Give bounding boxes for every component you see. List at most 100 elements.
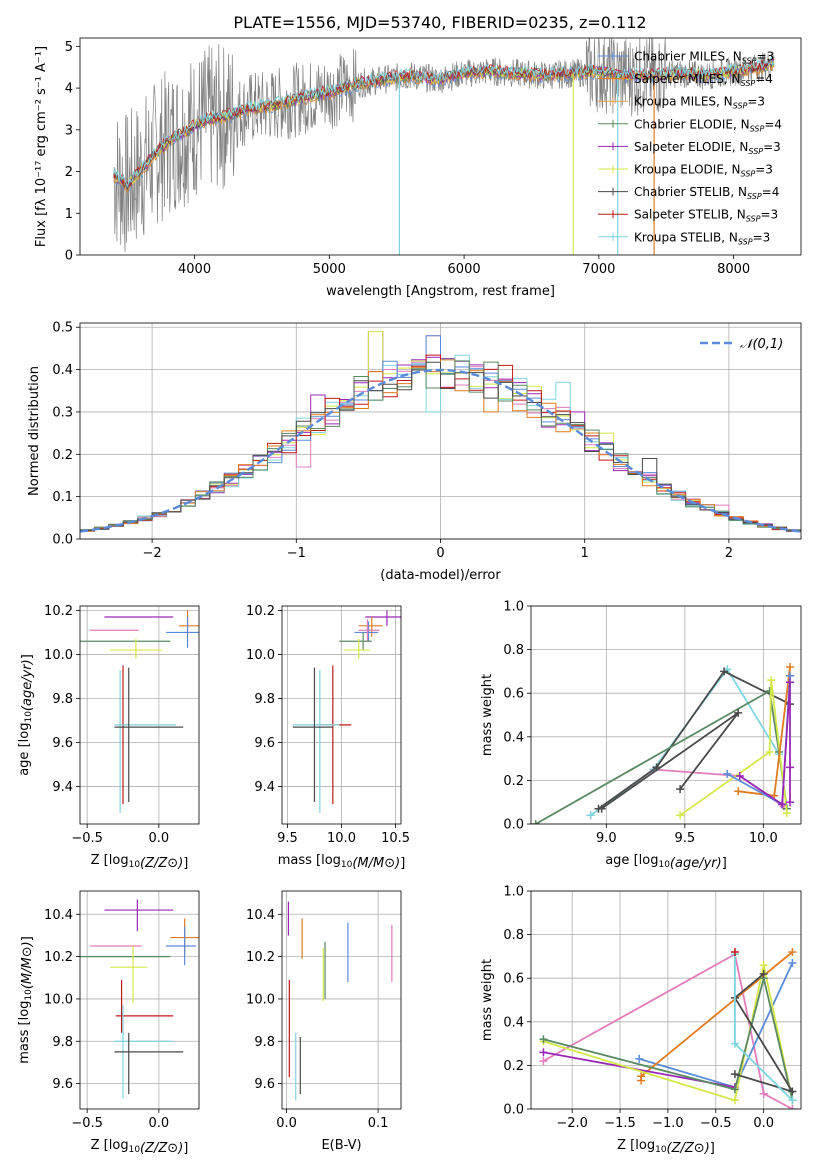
axes-frame — [281, 605, 402, 825]
tick-label-x: 1 — [581, 546, 589, 561]
tick-label-y: 0.8 — [503, 928, 524, 943]
plot-area — [80, 331, 801, 533]
tick-label-x: 10.5 — [381, 831, 410, 846]
spectrum-model-8 — [113, 56, 775, 188]
tick-label-y: 9.6 — [52, 1077, 73, 1092]
tick-label-y: 10.0 — [44, 992, 73, 1007]
tick-label-y: 0.2 — [503, 1059, 524, 1074]
weight-point — [730, 1039, 739, 1048]
tick-label-y: 5 — [65, 40, 73, 55]
tick-label-y: 10.0 — [44, 648, 73, 663]
weight-point — [735, 772, 744, 781]
panel-residuals: −2 −1 0 1 2 0.0 0.1 0.2 0.3 0.4 0.5 𝒩(0,1) (data-mod… — [27, 321, 802, 583]
tick-label-x: 2 — [725, 546, 733, 561]
tick-label-y: 9.8 — [254, 692, 275, 707]
axes-frame — [79, 37, 802, 256]
tick-label-y: 0.4 — [52, 363, 73, 378]
weight-point — [788, 1087, 797, 1096]
tick-label-x: −0.5 — [71, 1116, 103, 1131]
axes-frame — [79, 322, 802, 540]
weight-point — [730, 948, 739, 957]
legend-label: Salpeter STELIB, NSSP=3 — [634, 208, 778, 224]
plot-area — [113, 38, 775, 255]
weight-point — [720, 667, 729, 676]
tick-label-x: 9.5 — [277, 831, 298, 846]
tick-label-x: −2 — [143, 546, 162, 561]
panel-mass-EBV: 0.0 0.1 9.6 9.8 10.0 10.2 10.4 E(B-V) — [246, 890, 402, 1153]
axes-frame — [79, 605, 200, 825]
plot-area — [539, 948, 797, 1109]
x-axis-label: wavelength [Angstrom, rest frame] — [326, 284, 555, 299]
weight-point — [786, 663, 795, 672]
tick-label-y: 0.4 — [503, 1015, 524, 1030]
panel-age-mass: 9.5 10.0 10.5 9.4 9.6 9.8 10.0 10.2 mass [log10(… — [246, 604, 410, 871]
axes-frame — [79, 890, 200, 1110]
tick-label-x: 10.0 — [327, 831, 356, 846]
tick-label-y: 0.4 — [503, 730, 524, 745]
legend-label: Chabrier MILES, NSSP=3 — [634, 50, 774, 66]
tick-label-y: 0.0 — [52, 533, 73, 548]
plot-area — [80, 899, 199, 1099]
panels: 4000 5000 6000 7000 8000 0 1 2 3 4 5 Chabrier MILES… — [17, 37, 802, 1156]
weight-point — [539, 1035, 548, 1044]
plot-area — [287, 901, 393, 1101]
weight-point — [788, 958, 797, 967]
tick-label-x: 0.0 — [149, 1116, 170, 1131]
tick-label-y: 10.4 — [44, 908, 73, 923]
tick-label-x: −1.5 — [604, 1116, 636, 1131]
tick-label-y: 9.4 — [254, 780, 275, 795]
panel-weight-age: 9.0 9.5 10.0 0.0 0.2 0.4 0.6 0.8 1.0 age [log10(a… — [480, 600, 802, 871]
tick-label-y: 0 — [65, 249, 73, 264]
tick-label-y: 3 — [65, 123, 73, 138]
panel-weight-Z: −2.0 −1.5 −1.0 −0.5 0.0 0.0 0.2 0.4 0.6 0.8 1.0 Z [… — [480, 885, 802, 1156]
tick-label-x: 0.1 — [368, 1116, 389, 1131]
x-axis-label: mass [log10(M/M⊙)] — [278, 853, 406, 871]
weight-point — [730, 1096, 739, 1105]
tick-label-x: −1 — [287, 546, 306, 561]
tick-label-y: 0.3 — [52, 405, 73, 420]
x-axis-label: (data-model)/error — [380, 568, 501, 583]
plot-area — [531, 663, 795, 824]
legend-label: Salpeter MILES, NSSP=4 — [634, 72, 773, 88]
tick-label-x: −2.0 — [556, 1116, 588, 1131]
axes-frame — [281, 890, 402, 1110]
weight-point — [786, 678, 795, 687]
tick-label-y: 9.6 — [254, 736, 275, 751]
weight-point — [734, 787, 743, 796]
plot-area — [80, 610, 199, 813]
weight-series — [733, 973, 795, 1094]
weight-series — [739, 682, 791, 807]
y-axis-label: age [log10(age/yr)] — [17, 654, 35, 776]
tick-label-y: 1 — [65, 207, 73, 222]
weight-point — [635, 1054, 644, 1063]
y-axis-label: mass [log10(M/M⊙)] — [17, 936, 35, 1064]
tick-label-y: 10.4 — [246, 908, 275, 923]
tick-label-y: 9.8 — [52, 1035, 73, 1050]
plot-area — [292, 610, 401, 813]
tick-label-y: 1.0 — [503, 600, 524, 615]
tick-label-y: 10.0 — [246, 648, 275, 663]
tick-label-x: 0.0 — [753, 1116, 774, 1131]
tick-label-y: 0.8 — [503, 643, 524, 658]
weight-point — [782, 809, 791, 818]
tick-label-x: 0.0 — [276, 1116, 297, 1131]
tick-label-x: 6000 — [448, 262, 481, 277]
tick-label-x: −0.5 — [700, 1116, 732, 1131]
tick-label-x: 8000 — [717, 262, 750, 277]
weight-point — [759, 1089, 768, 1098]
weight-point — [539, 1048, 548, 1057]
histogram-series — [80, 361, 801, 532]
tick-label-y: 10.0 — [246, 992, 275, 1007]
x-axis-label: Z [log10(Z/Z⊙)] — [91, 853, 189, 871]
legend-label: Chabrier STELIB, NSSP=4 — [634, 185, 779, 201]
spectrum-observed — [113, 38, 775, 253]
weight-point — [788, 1105, 797, 1109]
legend-label: Kroupa STELIB, NSSP=3 — [634, 230, 770, 246]
weight-series — [543, 977, 794, 1101]
weight-point — [539, 1057, 548, 1066]
x-axis-label: Z [log10(Z/Z⊙)] — [617, 1138, 715, 1156]
tick-label-y: 9.6 — [254, 1077, 275, 1092]
tick-label-x: 7000 — [582, 262, 615, 277]
weight-point — [786, 763, 795, 772]
tick-label-x: −0.5 — [71, 831, 103, 846]
